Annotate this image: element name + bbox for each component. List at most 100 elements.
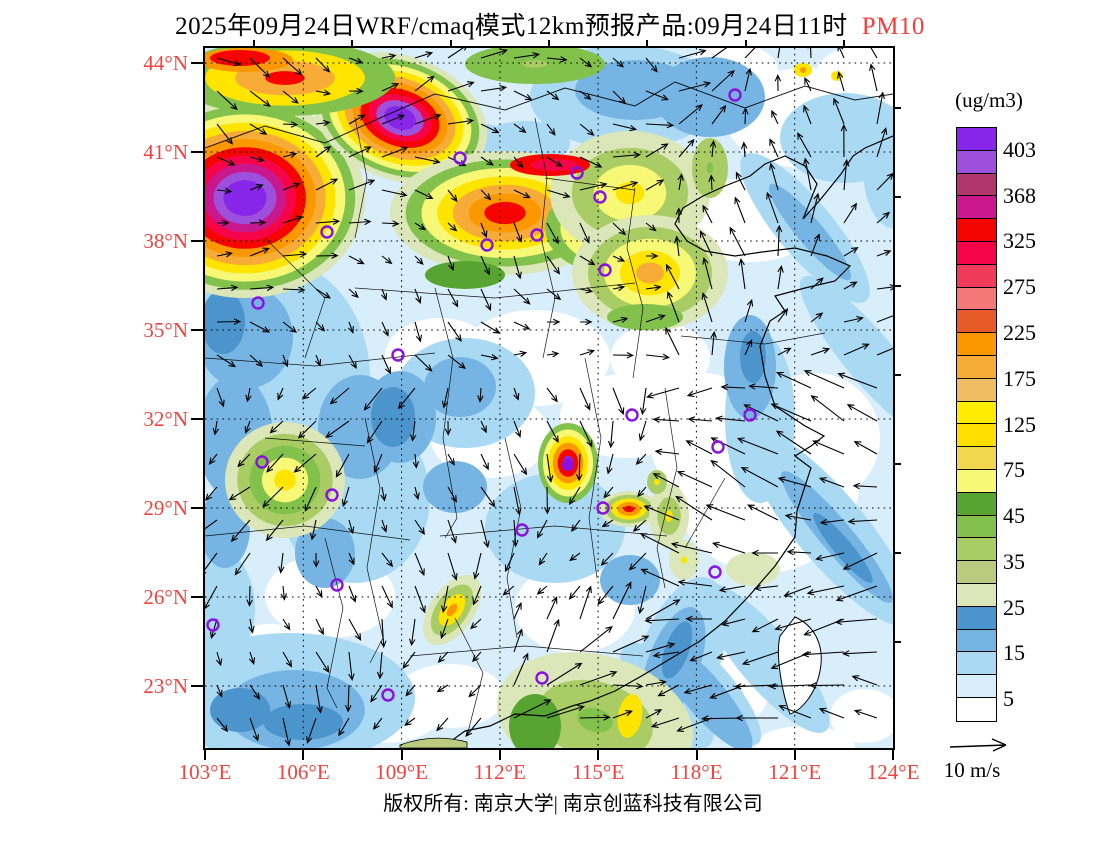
city-marker <box>480 238 494 252</box>
right-minor-tick <box>894 640 901 643</box>
lat-tick-mark <box>191 151 204 153</box>
colorbar-tick-value: 225 <box>1003 319 1036 345</box>
colorbar-tick-value: 25 <box>1003 594 1025 620</box>
right-minor-tick <box>894 106 901 109</box>
colorbar-segment <box>957 424 996 448</box>
top-minor-tick <box>351 40 354 47</box>
city-marker <box>593 190 607 204</box>
colorbar-segment <box>957 264 996 288</box>
title-main: 2025年09月24日WRF/cmaq模式12km预报产品:09月24日11时 <box>175 13 848 40</box>
lat-tick-label: 35°N <box>143 318 188 342</box>
colorbar-tick-value: 15 <box>1003 640 1025 666</box>
forecast-map <box>203 46 895 750</box>
top-minor-tick <box>548 40 551 47</box>
lat-tick-mark <box>191 62 204 64</box>
colorbar-segment <box>957 629 996 653</box>
city-marker <box>330 578 344 592</box>
lat-tick-mark <box>191 596 204 598</box>
lon-tick-label: 124°E <box>866 760 920 784</box>
lon-tick-mark <box>695 748 698 760</box>
city-markers <box>206 88 757 702</box>
city-marker <box>728 88 742 102</box>
right-minor-tick <box>894 195 901 198</box>
wind-scale-arrow <box>949 738 1007 752</box>
page-title: 2025年09月24日WRF/cmaq模式12km预报产品:09月24日11时 P… <box>0 6 1100 42</box>
colorbar-segment <box>957 173 996 197</box>
lon-tick-label: 106°E <box>276 760 330 784</box>
colorbar-segment <box>957 241 996 265</box>
lat-tick-label: 38°N <box>143 229 188 253</box>
lat-tick-label: 44°N <box>143 51 188 75</box>
colorbar-tick-value: 35 <box>1003 548 1025 574</box>
lat-tick-label: 41°N <box>143 140 188 164</box>
lat-tick-label: 29°N <box>143 496 188 520</box>
colorbar-segment <box>957 583 996 607</box>
top-minor-tick <box>449 40 452 47</box>
taiwan-island <box>777 616 822 715</box>
lon-tick-mark <box>892 748 895 760</box>
colorbar-segment <box>957 219 996 242</box>
colorbar-segment <box>957 492 996 516</box>
city-marker <box>598 263 612 277</box>
colorbar-segment <box>957 287 996 311</box>
lat-tick-label: 26°N <box>143 585 188 609</box>
top-minor-tick <box>842 40 845 47</box>
right-minor-tick <box>894 284 901 287</box>
right-minor-tick <box>894 551 901 554</box>
city-marker <box>530 228 544 242</box>
hainan-island <box>399 737 468 748</box>
colorbar-segment <box>957 469 996 493</box>
city-marker <box>206 618 220 632</box>
lon-tick-label: 109°E <box>375 760 428 784</box>
lat-tick-mark <box>191 507 204 509</box>
lat-tick-mark <box>191 240 204 242</box>
colorbar-segment <box>957 310 996 334</box>
coastline <box>399 135 893 748</box>
city-marker-solid <box>562 459 574 471</box>
city-marker <box>596 501 610 515</box>
colorbar-segment <box>957 447 996 470</box>
colorbar-tick-value: 5 <box>1003 686 1014 712</box>
dust-red-streaks <box>205 48 590 176</box>
lon-tick-mark <box>302 748 305 760</box>
top-minor-tick <box>744 40 747 47</box>
lat-tick-label: 32°N <box>143 407 188 431</box>
city-marker <box>625 408 639 422</box>
province-boundaries <box>205 81 893 737</box>
colorbar-segment <box>957 606 996 630</box>
colorbar-tick-value: 325 <box>1003 228 1036 254</box>
lat-tick-mark <box>191 418 204 420</box>
colorbar-segment <box>957 355 996 379</box>
top-minor-tick <box>646 40 649 47</box>
wind-scale-label: 10 m/s <box>943 758 1001 782</box>
city-marker <box>570 166 584 180</box>
city-marker <box>515 523 529 537</box>
colorbar-segment <box>957 333 996 356</box>
colorbar-tick-value: 175 <box>1003 365 1036 391</box>
lat-tick-mark <box>191 329 204 331</box>
city-marker <box>535 671 549 685</box>
city-marker <box>255 455 269 469</box>
colorbar-tick-value: 75 <box>1003 457 1025 483</box>
colorbar-segment <box>957 378 996 402</box>
lon-tick-label: 118°E <box>670 760 723 784</box>
lon-tick-mark <box>597 748 600 760</box>
colorbar-segment <box>957 401 996 425</box>
right-minor-tick <box>894 462 901 465</box>
colorbar-tick-value: 368 <box>1003 182 1036 208</box>
city-marker <box>381 688 395 702</box>
right-minor-tick <box>894 373 901 376</box>
colorbar-tick-value: 403 <box>1003 136 1036 162</box>
pm10-concentration-blobs <box>205 48 843 748</box>
lat-tick-mark <box>191 685 204 687</box>
colorbar-tick-value: 275 <box>1003 274 1036 300</box>
city-marker <box>708 565 722 579</box>
city-marker <box>251 296 265 310</box>
colorbar-units: (ug/m3) <box>955 88 1023 112</box>
lon-tick-mark <box>793 748 796 760</box>
colorbar-segment <box>957 675 996 698</box>
lon-tick-label: 115°E <box>572 760 625 784</box>
lat-lon-gridlines <box>205 48 893 748</box>
lon-tick-mark <box>498 748 501 760</box>
